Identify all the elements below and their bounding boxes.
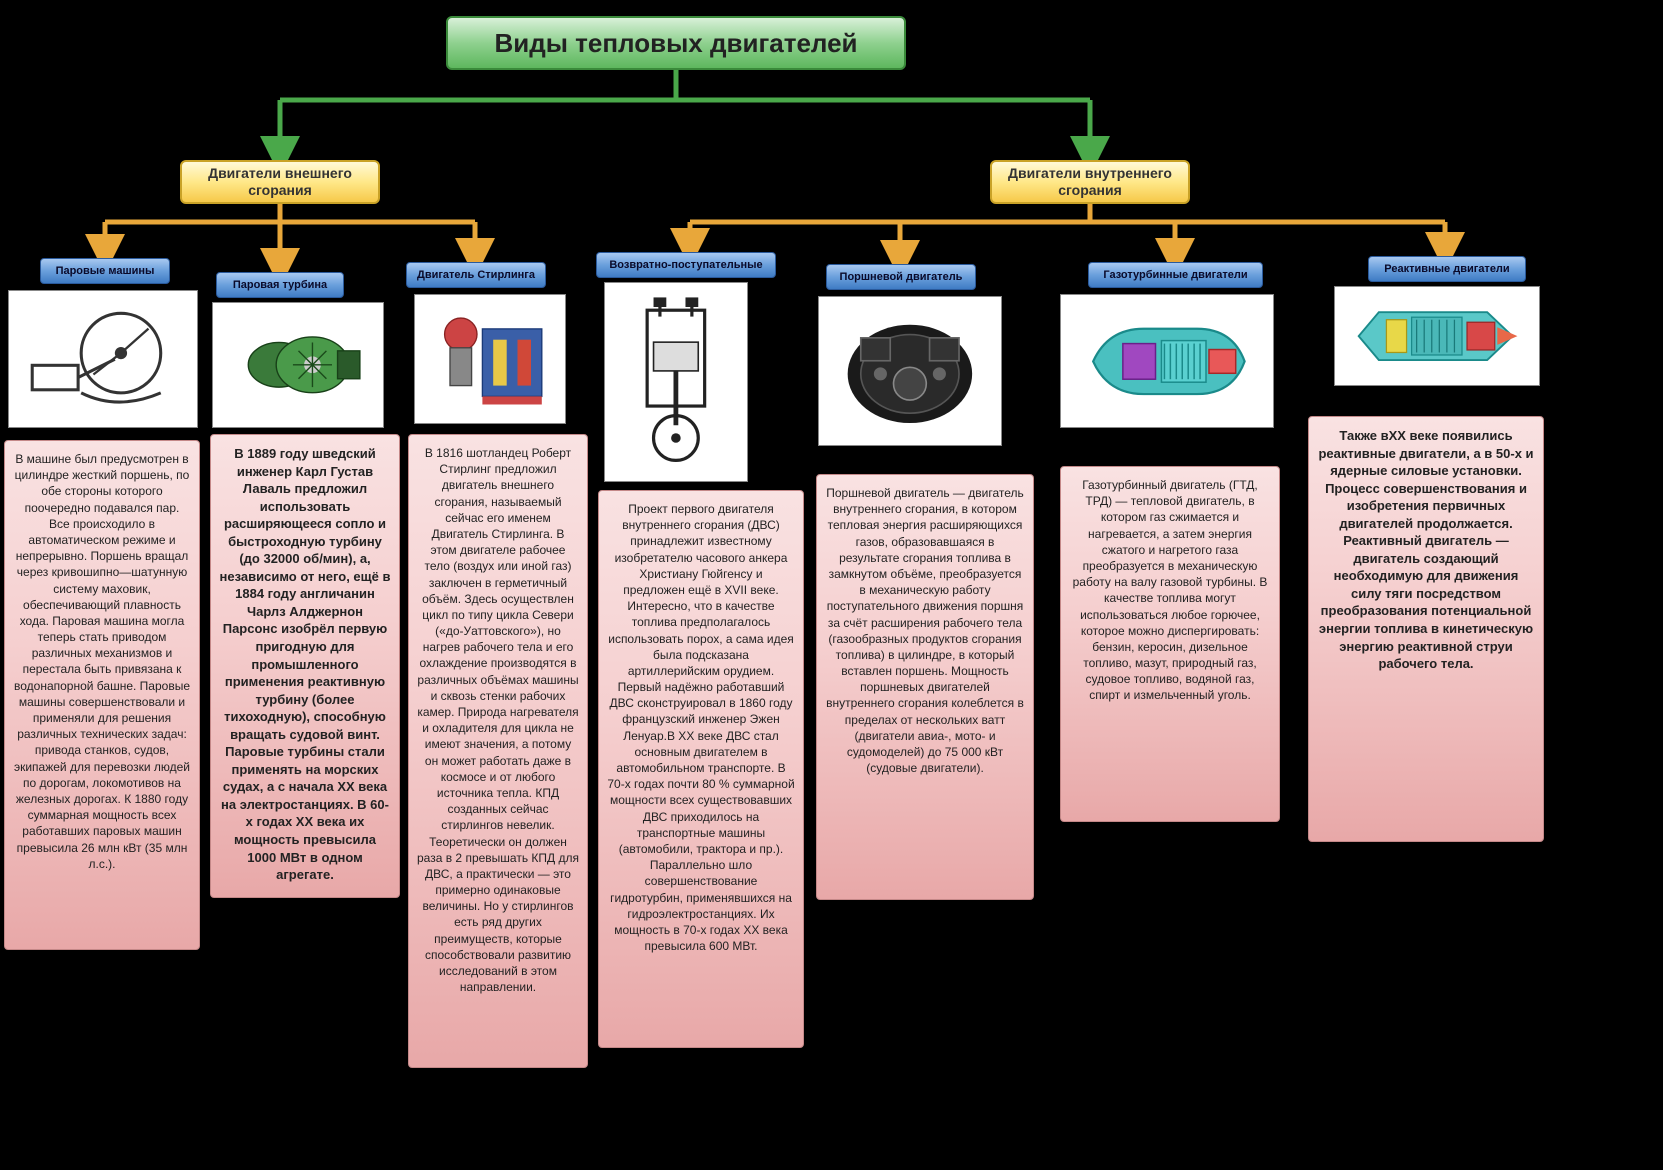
cat-internal: Двигатели внутреннего сгорания [990,160,1190,204]
img-recip [604,282,748,482]
leaf-gasturbine: Газотурбинные двигатели [1088,262,1263,288]
text-turbine: В 1889 году шведский инженер Карл Густав… [210,434,400,898]
leaf-recip: Возвратно-поступательные [596,252,776,278]
leaf-stirling: Двигатель Стирлинга [406,262,546,288]
img-gasturbine [1060,294,1274,428]
leaf-steam: Паровые машины [40,258,170,284]
title-box: Виды тепловых двигателей [446,16,906,70]
leaf-turbine: Паровая турбина [216,272,344,298]
leaf-piston: Поршневой двигатель [826,264,976,290]
img-piston [818,296,1002,446]
text-stirling: В 1816 шотландец Роберт Стирлинг предлож… [408,434,588,1068]
img-turbine [212,302,384,428]
img-stirling [414,294,566,424]
cat-external: Двигатели внешнего сгорания [180,160,380,204]
img-steam [8,290,198,428]
text-gasturbine: Газотурбинный двигатель (ГТД, ТРД) — теп… [1060,466,1280,822]
text-recip: Проект первого двигателя внутреннего сго… [598,490,804,1048]
text-piston: Поршневой двигатель — двигатель внутренн… [816,474,1034,900]
text-jet: Также вXX веке появились реактивные двиг… [1308,416,1544,842]
img-jet [1334,286,1540,386]
text-steam: В машине был предусмотрен в цилиндре жес… [4,440,200,950]
leaf-jet: Реактивные двигатели [1368,256,1526,282]
